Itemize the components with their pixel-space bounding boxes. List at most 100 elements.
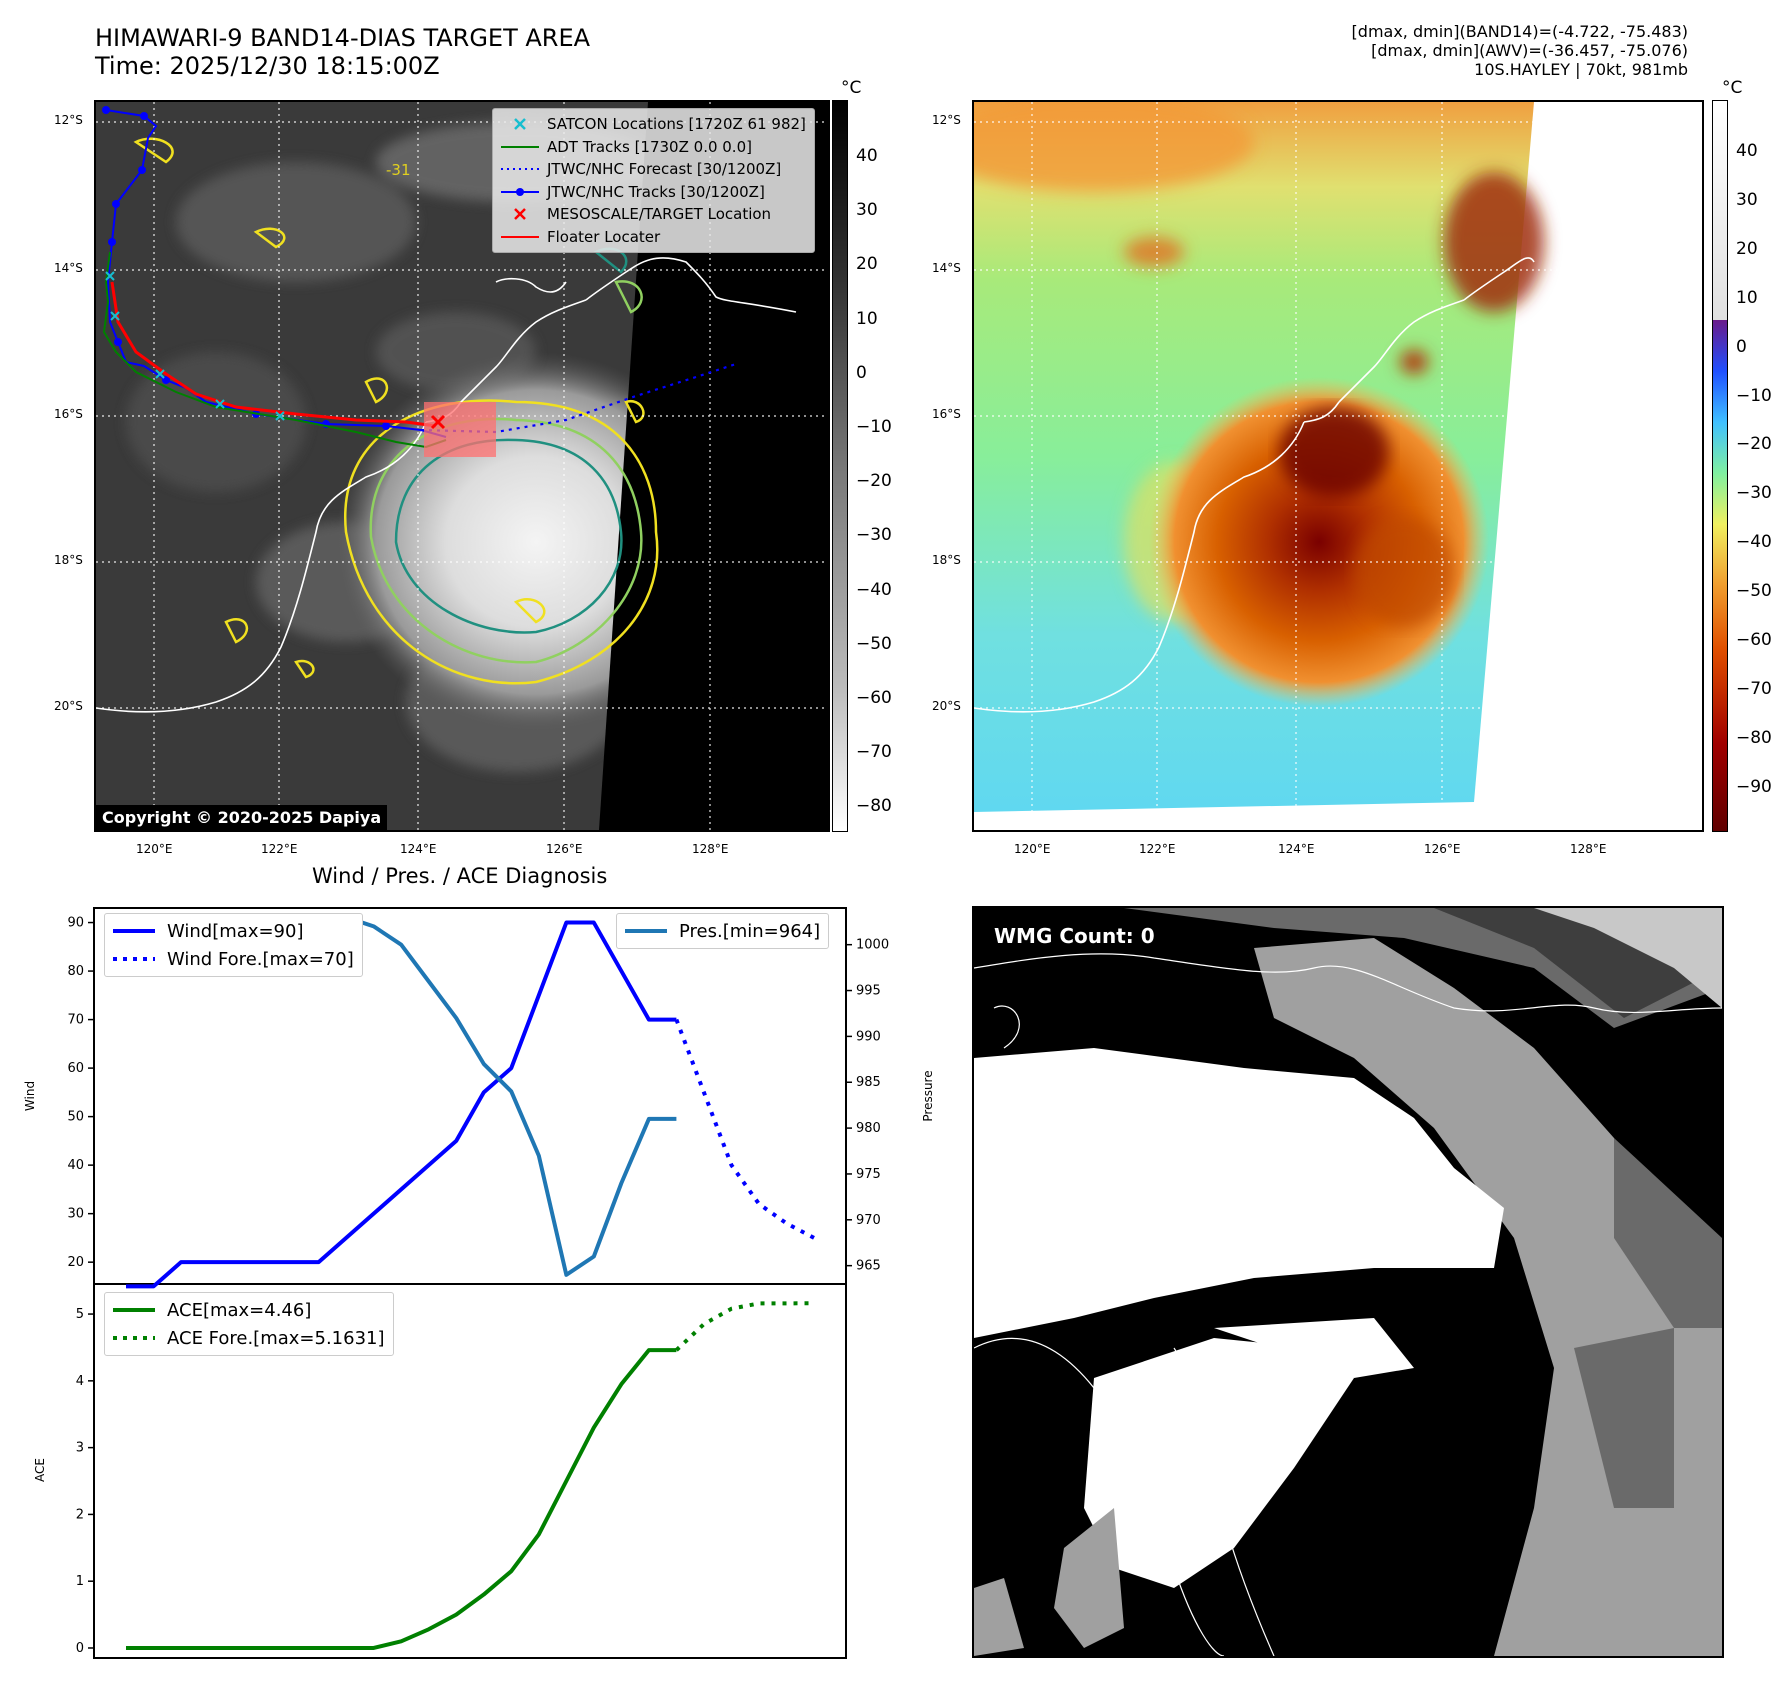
series-line-ace-0	[126, 1348, 677, 1650]
lat-label: 20°S	[54, 699, 83, 713]
colorbar-left-tick: −80	[856, 796, 892, 817]
ace-tick-label: 3	[76, 1441, 84, 1456]
colorbar-left-tick: 40	[856, 146, 878, 166]
pressure-tick-label: 970	[856, 1213, 881, 1228]
ace-series	[126, 1301, 815, 1650]
wind-tick-label: 90	[67, 916, 84, 931]
legend-item-wind-forecast: Wind Fore.[max=70]	[113, 948, 354, 970]
pressure-tick-label: 990	[856, 1029, 881, 1044]
colorbar-right-tick: 40	[1736, 141, 1758, 161]
colorbar-right-tick: −50	[1736, 581, 1772, 602]
lon-label: 120°E	[1014, 842, 1051, 856]
legend-item-jtwc-tracks: JTWC/NHC Tracks [30/1200Z]	[501, 181, 806, 204]
target-area-box	[424, 402, 496, 457]
ace-tick-label: 1	[76, 1574, 84, 1589]
wind-y-ticks: 20 30 40 50 60 70 80 90	[67, 916, 94, 1270]
colorbar-left-tick: −10	[856, 417, 892, 437]
pressure-tick-label: 965	[856, 1259, 881, 1274]
colorbar-left-tick: 20	[856, 254, 878, 275]
colorbar-right-tick: −80	[1736, 727, 1772, 748]
lon-label: 124°E	[400, 842, 437, 856]
contour-label: -31	[386, 161, 411, 179]
colorbar-right-tick: 0	[1736, 336, 1747, 357]
pressure-y-ticks: 965 970 975 980 985 990 995 1000	[846, 938, 889, 1274]
colorbar-left-tick: −50	[856, 633, 892, 654]
info-storm: 10S.HAYLEY | 70kt, 981mb	[1474, 60, 1688, 79]
jtwc-forecast-line	[420, 362, 737, 434]
wind-tick-label: 50	[67, 1110, 84, 1125]
page-title: HIMAWARI-9 BAND14-DIAS TARGET AREA	[95, 24, 591, 52]
legend-item-mesoscale: MESOSCALE/TARGET Location	[501, 203, 806, 226]
map-awv-panel	[972, 100, 1704, 832]
pressure-tick-label: 980	[856, 1121, 881, 1136]
target-location-marker	[430, 414, 446, 430]
pressure-tick-label: 975	[856, 1167, 881, 1182]
wmg-count-label: WMG Count: 0	[986, 920, 1163, 952]
wmg-imagery	[974, 908, 1722, 1656]
colorbar-right-unit: °C	[1722, 78, 1743, 98]
series-line-wind-1	[674, 1018, 815, 1240]
colorbar-left-tick: 10	[856, 308, 878, 329]
map-awv-imagery	[974, 102, 1702, 830]
colorbar-left-tick: 0	[856, 362, 867, 383]
colorbar-right	[1712, 100, 1728, 832]
legend-item-pressure: Pres.[min=964]	[625, 920, 821, 942]
pressure-legend: Pres.[min=964]	[616, 913, 830, 949]
lon-label: 122°E	[261, 842, 298, 856]
lat-label: 14°S	[54, 261, 83, 275]
legend-item-satcon: SATCON Locations [1720Z 61 982]	[501, 113, 806, 136]
lon-label: 128°E	[692, 842, 729, 856]
wind-tick-label: 70	[67, 1013, 84, 1028]
pressure-tick-label: 995	[856, 984, 881, 999]
colorbar-right-tick: −70	[1736, 678, 1772, 699]
ace-tick-label: 0	[76, 1641, 84, 1656]
lon-label: 120°E	[136, 842, 173, 856]
ace-legend: ACE[max=4.46] ACE Fore.[max=5.1631]	[104, 1292, 394, 1356]
wind-axis-label: Wind	[23, 1081, 37, 1111]
ace-tick-label: 2	[76, 1507, 84, 1522]
legend-item-jtwc-forecast: JTWC/NHC Forecast [30/1200Z]	[501, 160, 782, 179]
colorbar-right-tick: −20	[1736, 434, 1772, 455]
colorbar-right-tick: 30	[1736, 189, 1758, 210]
pressure-tick-label: 985	[856, 1075, 881, 1090]
adt-track-line	[102, 251, 447, 449]
lat-label: 18°S	[932, 553, 961, 567]
wind-tick-label: 60	[67, 1061, 84, 1076]
colorbar-left-unit: °C	[841, 78, 862, 98]
legend-item-ace-forecast: ACE Fore.[max=5.1631]	[113, 1327, 385, 1349]
page-subtitle-time: Time: 2025/12/30 18:15:00Z	[95, 52, 440, 80]
map-legend: SATCON Locations [1720Z 61 982] ADT Trac…	[492, 108, 815, 253]
colorbar-right-tick: 10	[1736, 287, 1758, 308]
ace-tick-label: 4	[76, 1374, 84, 1389]
wind-tick-label: 20	[67, 1255, 84, 1270]
lon-label: 126°E	[546, 842, 583, 856]
ace-axis-label: ACE	[33, 1458, 47, 1482]
jtwc-track-line	[105, 109, 447, 438]
legend-item-adt: ADT Tracks [1730Z 0.0 0.0]	[501, 137, 752, 156]
info-block: [dmax, dmin](BAND14)=(-4.722, -75.483) […	[1352, 22, 1688, 79]
lon-label: 124°E	[1278, 842, 1315, 856]
lat-label: 12°S	[932, 113, 961, 127]
colorbar-left	[832, 100, 848, 832]
colorbar-left-tick: −60	[856, 688, 892, 708]
lon-label: 128°E	[1570, 842, 1607, 856]
no-data-region	[599, 102, 828, 830]
ace-tick-label: 5	[76, 1307, 84, 1322]
legend-item-floater: Floater Locater	[501, 227, 661, 246]
colorbar-left-tick: −40	[856, 579, 892, 600]
colorbar-left-tick: −20	[856, 471, 892, 492]
pressure-axis-label: Pressure	[921, 1070, 935, 1121]
info-awv: [dmax, dmin](AWV)=(-36.457, -75.076)	[1371, 41, 1688, 60]
lat-label: 20°S	[932, 699, 961, 713]
wind-legend: Wind[max=90] Wind Fore.[max=70]	[104, 913, 363, 977]
colorbar-right-tick: −30	[1736, 483, 1772, 504]
colorbar-left-tick: −30	[856, 525, 892, 546]
copyright-label: Copyright © 2020-2025 Dapiya	[96, 805, 388, 830]
colorbar-right-tick: −90	[1736, 776, 1772, 797]
series-line-wind-0	[126, 920, 677, 1289]
info-band14: [dmax, dmin](BAND14)=(-4.722, -75.483)	[1351, 22, 1688, 41]
wind-tick-label: 80	[67, 964, 84, 979]
colorbar-left-tick: 30	[856, 200, 878, 221]
colorbar-right-tick: −60	[1736, 630, 1772, 650]
